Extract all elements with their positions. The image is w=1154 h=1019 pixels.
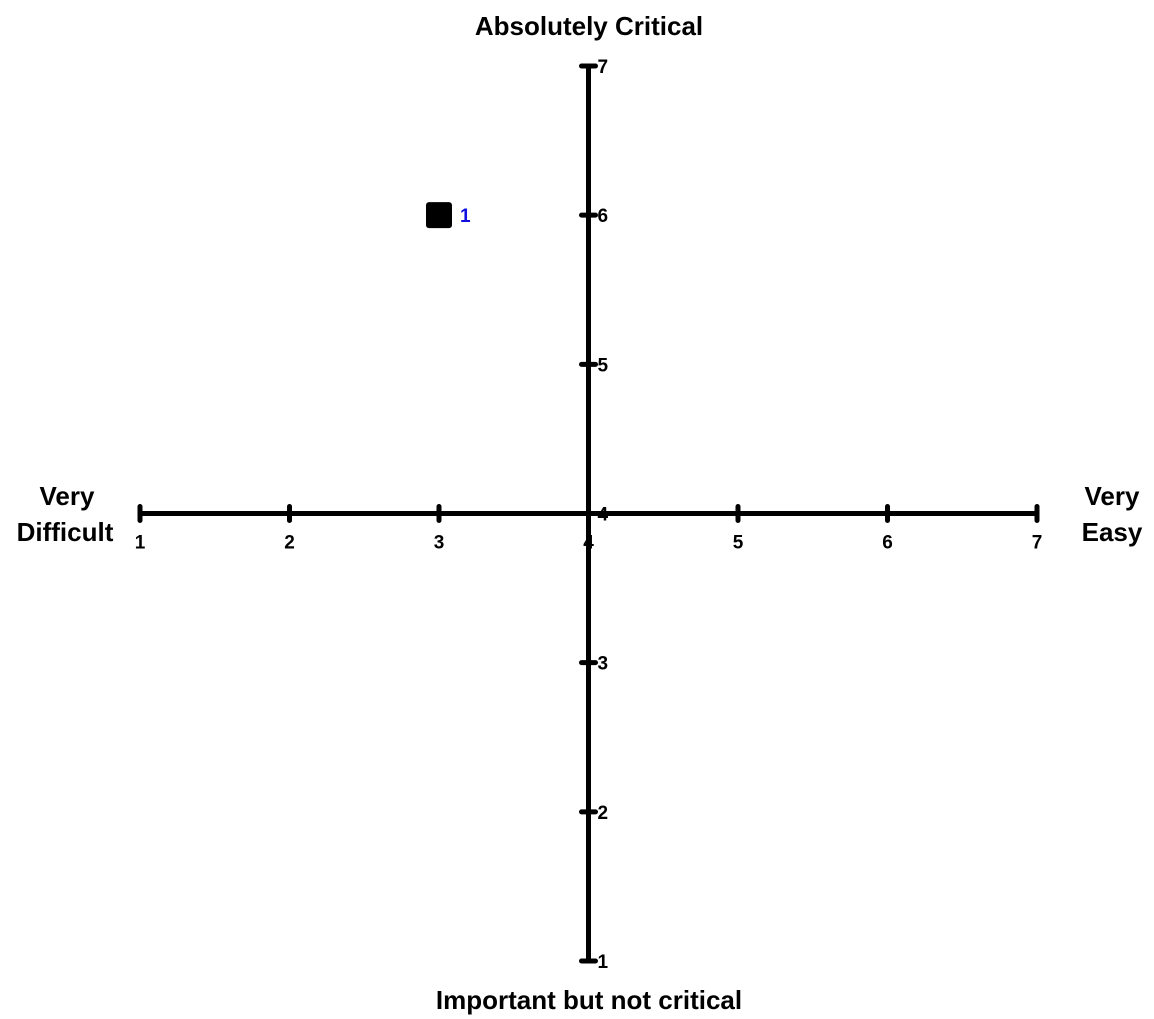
data-point-label: 1 [460, 206, 471, 227]
data-point-marker [426, 202, 452, 229]
x-axis-right-label-line1: Very [1085, 481, 1140, 511]
y-axis-bottom-label: Important but not critical [436, 985, 742, 1015]
x-axis-left-label-line2: Difficult [17, 517, 114, 547]
y-tick-label: 5 [598, 355, 609, 376]
y-tick-label: 7 [598, 57, 609, 78]
x-tick-label: 4 [583, 533, 594, 554]
x-tick-label: 7 [1032, 533, 1043, 554]
y-tick-label: 3 [598, 654, 609, 675]
plot-area: 1 2 3 4 5 6 7 1 2 3 4 5 6 7 1 [135, 57, 1043, 973]
x-tick-label: 3 [434, 533, 445, 554]
y-tick-label: 6 [598, 206, 609, 227]
y-tick-label: 4 [598, 505, 609, 526]
x-tick-label: 1 [135, 533, 146, 554]
y-tick-label: 2 [598, 803, 609, 824]
x-axis-right-label-line2: Easy [1082, 517, 1143, 547]
y-axis-top-label: Absolutely Critical [475, 11, 703, 41]
x-axis-left-label-line1: Very [40, 481, 95, 511]
y-tick-label: 1 [598, 952, 609, 973]
x-tick-label: 2 [284, 533, 295, 554]
x-tick-label: 5 [733, 533, 744, 554]
x-tick-label: 6 [882, 533, 893, 554]
